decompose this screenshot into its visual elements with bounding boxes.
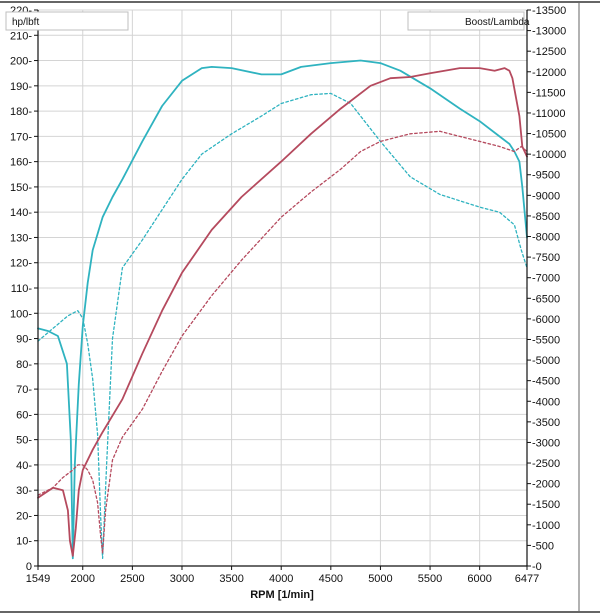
y-right-tick-label: -5500 [532,334,560,346]
x-axis-ticks: 1549 2000 2500 3000 3500 4000 4500 5000 5500 6000… [26,566,539,585]
series-line-1 [37,59,528,560]
left-axis-ticks: 0 10- 20- 30- 40- 50- 60- 70- 80- 90- 100- 110- 120-… [10,5,38,573]
x-tick-label: 5500 [418,573,442,585]
y-left-tick-label: 80- [16,359,32,371]
right-legend-label: Boost/Lambda [465,17,530,28]
y-right-tick-label: -0 [532,561,542,573]
y-left-tick-label: 0 [26,561,32,573]
series-line-2 [37,92,528,560]
y-right-tick-label: -4000 [532,396,560,408]
x-tick-label: 5000 [368,573,392,585]
left-legend-label: hp/lbft [12,17,39,28]
y-right-tick-label: -4500 [532,376,560,388]
x-tick-label: 4000 [269,573,293,585]
y-right-tick-label: -9000 [532,190,560,202]
y-left-tick-label: 30- [16,485,32,497]
series-line-3 [37,67,528,557]
y-right-tick-label: -2500 [532,458,560,470]
y-right-tick-label: -1000 [532,520,560,532]
x-axis-title: RPM [1/min] [250,589,314,601]
y-left-tick-label: 200- [10,56,32,68]
y-left-tick-label: 150- [10,182,32,194]
y-right-tick-label: -1500 [532,499,560,511]
y-right-tick-label: -3500 [532,417,560,429]
y-left-tick-label: 40- [16,460,32,472]
x-tick-label: 2000 [71,573,95,585]
y-right-tick-label: -10500 [532,129,566,141]
y-right-tick-label: -5000 [532,355,560,367]
y-right-tick-label: -500 [532,540,554,552]
y-left-tick-label: 10- [16,536,32,548]
x-tick-label: 3000 [170,573,194,585]
x-tick-label: 2500 [120,573,144,585]
y-right-tick-label: -13500 [532,5,566,17]
y-left-tick-label: 90- [16,334,32,346]
y-left-tick-label: 100- [10,308,32,320]
y-left-tick-label: 180- [10,106,32,118]
y-left-tick-label: 170- [10,131,32,143]
y-right-tick-label: -10000 [532,149,566,161]
y-right-tick-label: -9500 [532,170,560,182]
right-axis-ticks: -0 -500 -1000 -1500 -2000 -2500 -3000 -3500 -400… [527,5,566,573]
y-right-tick-label: -8000 [532,232,560,244]
y-left-tick-label: 20- [16,510,32,522]
y-right-tick-label: -7000 [532,273,560,285]
y-right-tick-label: -13000 [532,26,566,38]
y-right-tick-label: -2000 [532,479,560,491]
y-right-tick-label: -6000 [532,314,560,326]
y-left-tick-label: 160- [10,157,32,169]
y-right-tick-label: -7500 [532,252,560,264]
y-right-tick-label: -12500 [532,46,566,58]
y-left-tick-label: 130- [10,232,32,244]
y-left-tick-label: 120- [10,258,32,270]
y-left-tick-label: 110- [11,283,33,295]
y-left-tick-label: 50- [16,435,32,447]
y-right-tick-label: -6500 [532,293,560,305]
right-legend-box [407,11,525,31]
series-line-4 [37,130,528,555]
y-right-tick-label: -8500 [532,211,560,223]
series-lines [37,59,528,560]
y-right-tick-label: -11500 [532,87,565,99]
x-tick-label: 6477 [515,573,539,585]
grid [38,9,527,566]
x-tick-label: 3500 [219,573,243,585]
x-tick-label: 6000 [467,573,491,585]
x-tick-label: 4500 [319,573,343,585]
x-tick-label: 1549 [26,573,50,585]
left-legend-box [5,11,129,31]
y-left-tick-label: 210- [10,30,32,42]
y-left-tick-label: 60- [16,409,32,421]
y-right-tick-label: -12000 [532,67,566,79]
y-left-tick-label: 190- [10,81,32,93]
y-right-tick-label: -3000 [532,437,560,449]
y-right-tick-label: -11000 [532,108,565,120]
y-left-tick-label: 140- [10,207,32,219]
y-left-tick-label: 70- [16,384,32,396]
